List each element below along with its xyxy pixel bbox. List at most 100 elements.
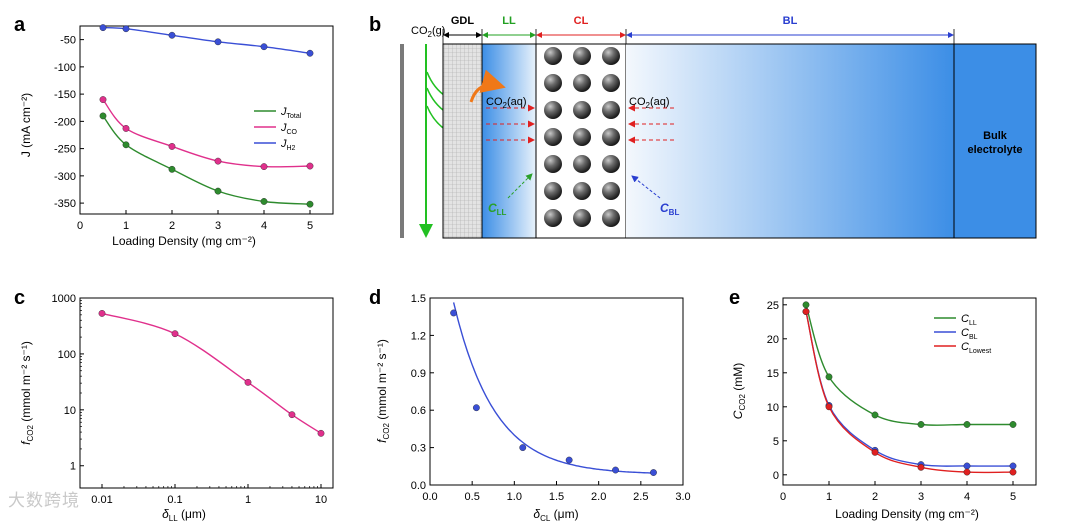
bulk-region bbox=[954, 44, 1036, 238]
panel-e-point-C_Lowest-0 bbox=[802, 308, 810, 315]
electrode-bar bbox=[400, 44, 404, 238]
panel-c-ytick-label-2: 10 bbox=[64, 405, 76, 417]
panel-a-line-J_Total bbox=[102, 115, 311, 205]
panel-c-point-4 bbox=[317, 429, 325, 437]
concentration-dashes bbox=[486, 104, 674, 144]
panel-e-ylabel-sym: C bbox=[731, 410, 745, 419]
panel-a-point-J_H2-5 bbox=[306, 49, 314, 57]
panel-c-xlabel-sym: δ bbox=[162, 507, 169, 521]
panel-a-ytick-label-1: -100 bbox=[54, 62, 76, 74]
panel-a-series bbox=[99, 24, 314, 208]
panel-c-ylabel: fCO2 (mmol m⁻² s⁻¹) bbox=[19, 341, 35, 445]
bl-region bbox=[626, 44, 954, 238]
catalyst-particle-1-2 bbox=[602, 74, 620, 92]
panel-d-point-1 bbox=[472, 404, 480, 412]
panel-e-point-C_Lowest-1 bbox=[825, 403, 833, 411]
panel-e-ytick-label-0: 0 bbox=[773, 470, 779, 482]
panel-c-ytick-label-1: 100 bbox=[58, 349, 76, 361]
zone-arrow-left-cl bbox=[536, 32, 542, 38]
zone-arrow-left-gdl bbox=[443, 32, 449, 38]
panel-a-point-J_H2-3 bbox=[214, 38, 222, 46]
panel-a-legend-label-J_CO: JCO bbox=[280, 122, 298, 136]
panel-d-point-3 bbox=[565, 456, 573, 464]
zone-arrow-left-ll bbox=[482, 32, 488, 38]
panel-a-xtick-label-5: 5 bbox=[307, 220, 313, 232]
panel-b-schematic: CO2(g) GDL LL CL BL CO2(aq) CO2(aq) CLL CBL… bbox=[400, 15, 1037, 239]
panel-a-point-J_Total-3 bbox=[214, 187, 222, 195]
panel-letter-e: e bbox=[729, 287, 740, 309]
catalyst-particle-2-1 bbox=[573, 101, 591, 119]
zone-label-gdl: GDL bbox=[451, 15, 475, 27]
panel-c-point-0 bbox=[98, 310, 106, 317]
panel-c-chart: 0.01 0.1 1 10 1000 100 10 1 δLL (μm) fCO2 (mmol… bbox=[19, 293, 334, 521]
panel-e-xtick-label-1: 1 bbox=[826, 491, 832, 503]
panel-a-point-J_CO-0 bbox=[99, 96, 107, 103]
co2-gas-label-sub: 2 bbox=[428, 30, 433, 39]
panel-letter-b: b bbox=[369, 14, 381, 36]
panel-d-point-4 bbox=[612, 466, 619, 474]
zone-label-cl: CL bbox=[574, 15, 589, 27]
panel-d-chart: 0.0 0.5 1.0 1.5 2.0 2.5 3.00.00.30.60.91.21.5 … bbox=[375, 293, 691, 521]
panel-d-ylabel-sub: CO2 bbox=[382, 423, 391, 440]
panel-e-point-C_Lowest-2 bbox=[871, 448, 879, 456]
catalyst-particle-3-1 bbox=[573, 128, 591, 146]
panel-c-xtick-label-2: 1 bbox=[245, 494, 251, 506]
panel-a-point-J_CO-3 bbox=[214, 157, 222, 165]
catalyst-particle-0-1 bbox=[573, 47, 591, 65]
panel-a-ytick-label-2: -150 bbox=[54, 89, 76, 101]
catalyst-particle-5-0 bbox=[544, 182, 562, 200]
panel-a-point-J_CO-4 bbox=[260, 163, 268, 170]
panel-c-series bbox=[98, 310, 325, 437]
panel-a-xtick-label-3: 3 bbox=[215, 220, 221, 232]
panel-d-ytick-label-0: 0.0 bbox=[411, 480, 426, 492]
dissolution-arrow bbox=[469, 69, 506, 103]
panel-e-series bbox=[802, 301, 1017, 476]
panel-a-point-J_Total-2 bbox=[168, 165, 176, 173]
panel-c-ytick-label-3: 1 bbox=[70, 461, 76, 473]
panel-e-point-C_Lowest-5 bbox=[1009, 468, 1017, 476]
panel-e-xtick-label-4: 4 bbox=[964, 491, 970, 503]
panel-letter-d: d bbox=[369, 287, 381, 309]
zone-arrow-left-bl bbox=[626, 32, 632, 38]
panel-c-ticks: 0.01 0.1 1 10 1000 100 10 1 bbox=[52, 293, 328, 506]
catalyst-particle-3-0 bbox=[544, 128, 562, 146]
panel-e-ticks: 0 1 2 3 4 5 0 5 10 15 20 25 bbox=[767, 300, 1016, 503]
catalyst-particle-1-1 bbox=[573, 74, 591, 92]
panel-e-point-C_LL-5 bbox=[1009, 421, 1017, 428]
catalyst-particle-4-2 bbox=[602, 155, 620, 173]
zone-label-bl: BL bbox=[783, 15, 798, 27]
c-bl-label-sub: BL bbox=[669, 208, 680, 217]
panel-c-point-3 bbox=[288, 411, 296, 419]
panel-d-ylabel-sym: f bbox=[375, 438, 389, 443]
panel-e-point-C_Lowest-3 bbox=[917, 463, 925, 471]
panel-c-ylabel-sub: CO2 bbox=[26, 425, 35, 442]
panel-e-ytick-label-3: 15 bbox=[767, 368, 779, 380]
panel-a-ytick-label-5: -300 bbox=[54, 171, 76, 183]
zone-arrow-right-cl bbox=[620, 32, 626, 38]
panel-c-line bbox=[101, 312, 322, 434]
c-bl-pointer bbox=[631, 175, 661, 199]
panel-e-ylabel-unit: (mM) bbox=[731, 363, 745, 394]
panel-letter-c: c bbox=[14, 287, 25, 309]
panel-letter-a: a bbox=[14, 14, 26, 36]
co2-aq-right-label: CO2(aq) bbox=[629, 96, 670, 110]
panel-c-xlabel-unit: (μm) bbox=[178, 507, 206, 521]
panel-e-line-C_LL bbox=[805, 304, 1013, 426]
panel-a-point-J_CO-5 bbox=[306, 162, 314, 170]
panel-a-point-J_CO-1 bbox=[122, 125, 130, 132]
panel-e-chart: 0 1 2 3 4 5 0 5 10 15 20 25 Loading Density (mg cm⁻… bbox=[731, 297, 1037, 521]
panel-e-ylabel: CCO2 (mM) bbox=[731, 363, 747, 419]
panel-a-legend: JTotal JCO JH2 bbox=[254, 106, 302, 152]
panel-c-xtick-label-0: 0.01 bbox=[91, 494, 112, 506]
zone-arrow-right-gdl bbox=[476, 32, 482, 38]
panel-e-xtick-label-2: 2 bbox=[872, 491, 878, 503]
panel-a-ytick-label-3: -200 bbox=[54, 116, 76, 128]
panel-e-xtick-label-0: 0 bbox=[780, 491, 786, 503]
panel-e-ytick-label-4: 20 bbox=[767, 334, 779, 346]
panel-a-ticks: 0 1 2 3 4 5 -50 -100 -150 -200 -250 -300 -350 bbox=[54, 35, 313, 232]
panel-d-xtick-label-4: 2.0 bbox=[591, 491, 606, 503]
watermark: 大数跨境 bbox=[8, 491, 80, 511]
panel-a-line-J_CO bbox=[102, 99, 311, 168]
panel-c-frame bbox=[79, 297, 334, 489]
